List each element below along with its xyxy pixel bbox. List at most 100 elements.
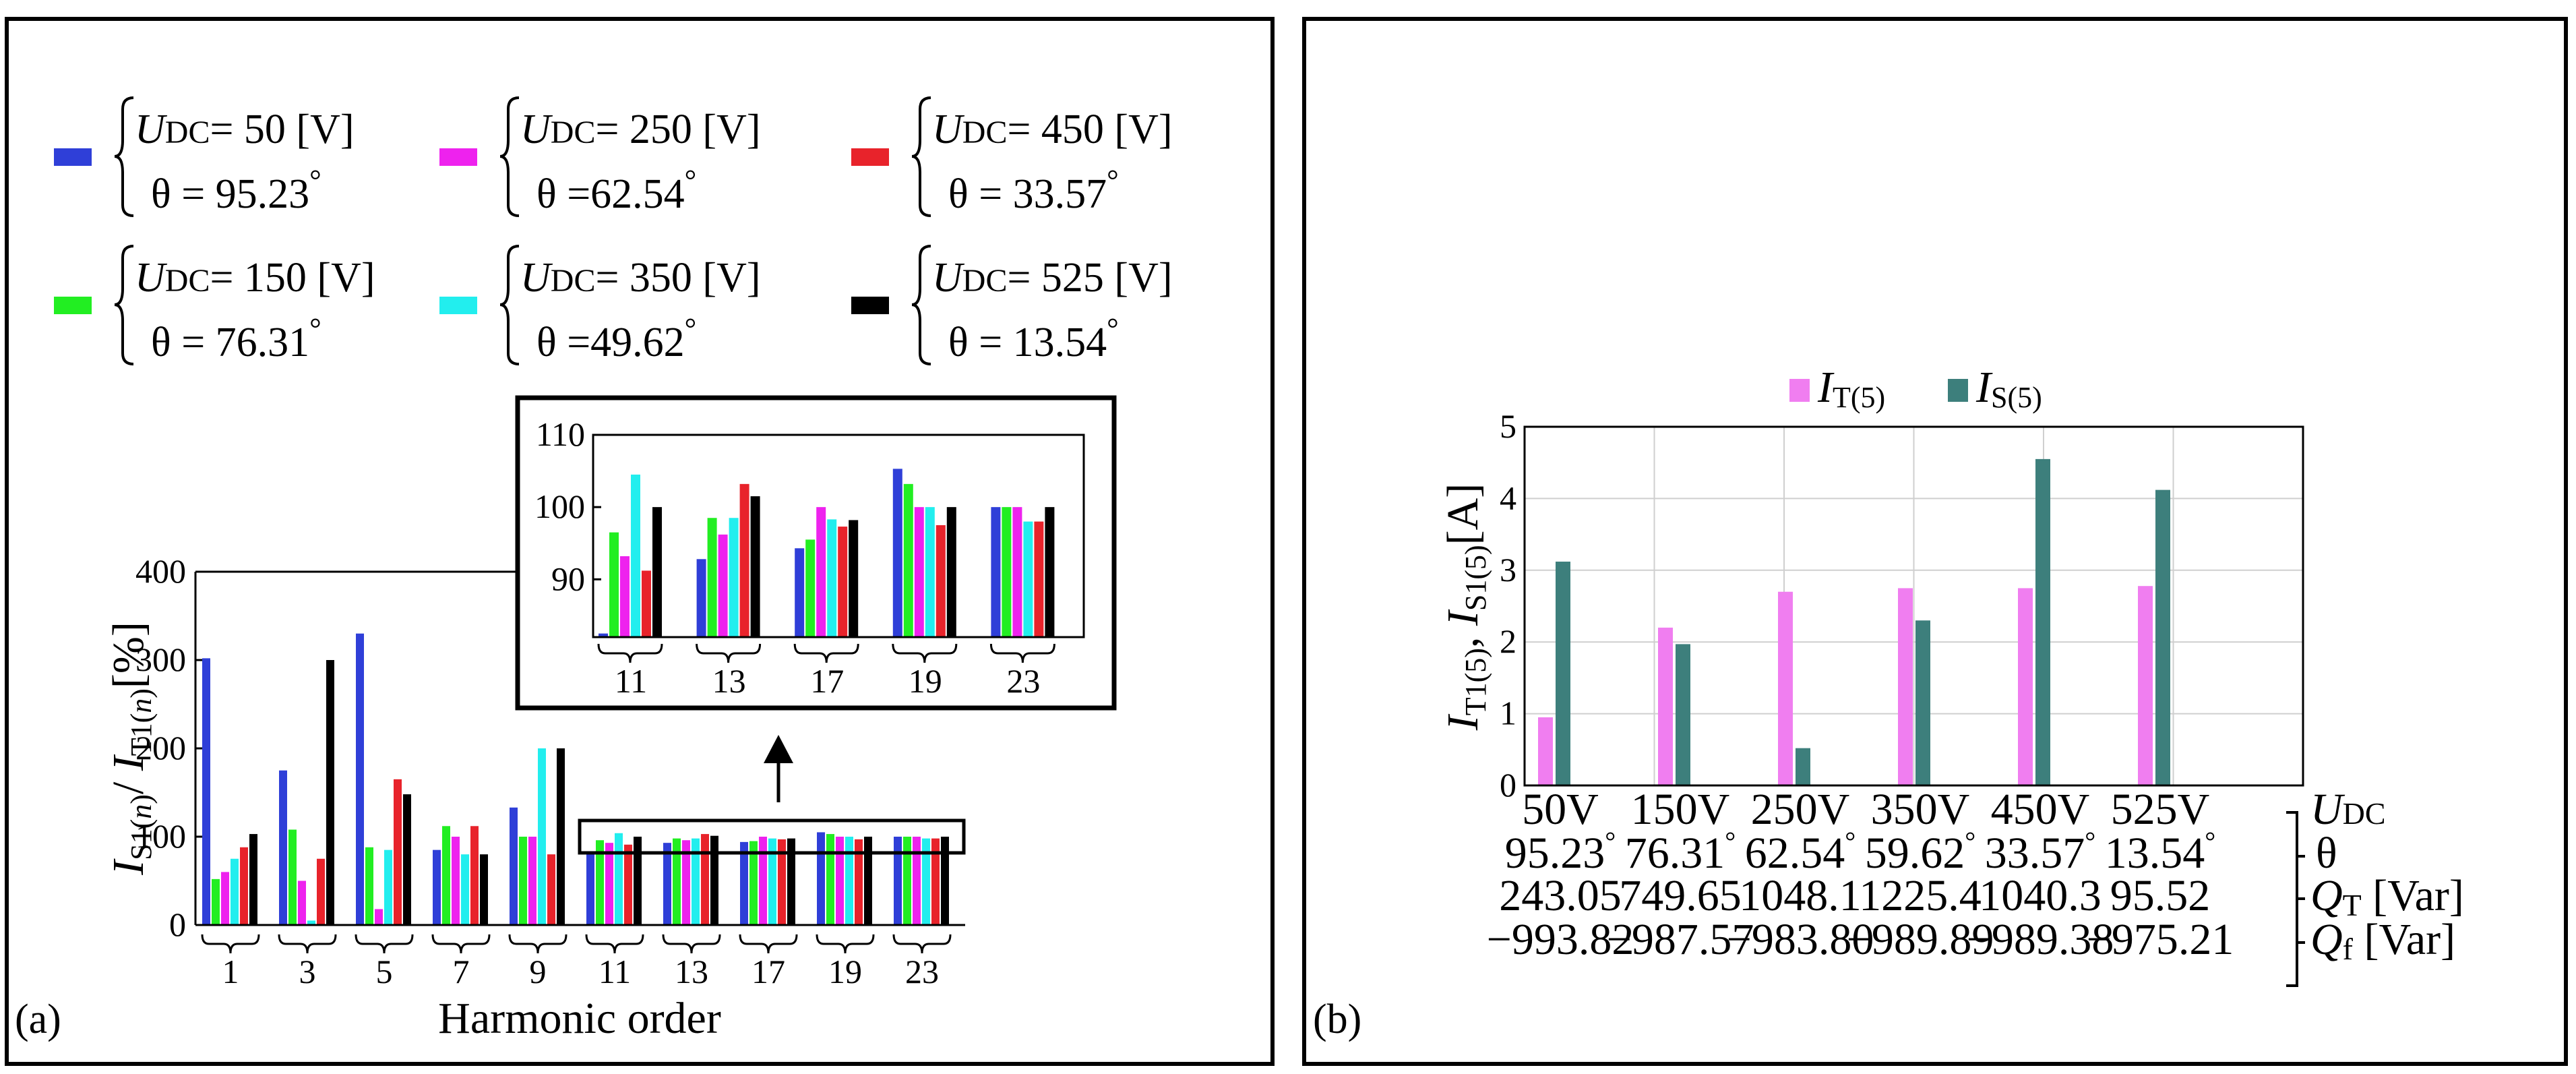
inset-bar-h17-s4 <box>827 519 837 637</box>
legend-350-v-udc: UDC= 350 [V] <box>520 255 761 301</box>
row-label-qf: Qf [Var] <box>2310 915 2455 966</box>
table-theta-3: 62.54° <box>1745 826 1856 878</box>
panel-b-table: 50V 150V 250V 350V 450V 525V 95.23° 76.31° 62.54… <box>1487 785 2234 964</box>
main-bar-h3-s2 <box>288 829 297 925</box>
legend-150-v-theta: θ = 76.31° <box>151 312 321 365</box>
b-bar-450v-is5 <box>2035 458 2050 785</box>
legend-150-v-brace <box>114 245 134 365</box>
main-bar-h17-s5 <box>778 839 786 925</box>
b-ytick-label-5: 5 <box>1500 407 1516 445</box>
main-bar-h13-s6 <box>710 835 718 925</box>
table-qt-2: 749.65 <box>1619 871 1742 920</box>
legend-350-v-brace <box>499 245 520 365</box>
panel-a-label: (a) <box>15 996 61 1042</box>
main-xlabel-13: 13 <box>675 953 708 990</box>
main-bar-h13-s4 <box>692 838 700 925</box>
main-bar-h9-s6 <box>557 748 565 925</box>
legend-50-v-theta: θ = 95.23° <box>151 164 321 217</box>
main-chart-xlabels: 1 3 5 7 9 11 13 17 19 23 <box>201 934 952 990</box>
legend-350-v-theta: θ =49.62° <box>536 312 696 365</box>
table-qt-1: 243.05 <box>1499 871 1622 920</box>
inset-bar-h17-s5 <box>838 527 848 637</box>
zoom-highlight-box <box>578 818 966 855</box>
main-xlabel-19: 19 <box>828 953 862 990</box>
main-bar-h1-s3 <box>221 872 229 925</box>
table-qf-5: −989.38 <box>1967 915 2114 964</box>
legend-250-v-swatch <box>439 148 477 166</box>
main-ytick-label-200: 200 <box>135 729 186 767</box>
legend-525-v-theta: θ = 13.54° <box>948 312 1119 365</box>
table-qt-5: 1040.3 <box>1979 871 2102 920</box>
main-xbrace-5 <box>355 934 414 954</box>
b-ytick-label-3: 3 <box>1500 551 1516 589</box>
inset-bar-h19-s5 <box>936 525 946 637</box>
main-bar-h5-s6 <box>403 794 411 925</box>
main-bar-h11-s6 <box>634 837 642 925</box>
main-bar-h17-s3 <box>759 837 767 925</box>
table-udc-6: 525V <box>2111 785 2210 834</box>
inset-bar-h23-s2 <box>1002 507 1012 637</box>
b-ytick-label-1: 1 <box>1500 694 1516 732</box>
main-bar-h19-s4 <box>845 837 853 925</box>
legend-label-is5: IS(5) <box>1975 363 2042 414</box>
legend-350-v-swatch <box>439 297 477 314</box>
main-bar-h1-s1 <box>202 658 210 925</box>
legend-450-v-theta: θ = 33.57° <box>948 164 1119 217</box>
main-x-axis-title: Harmonic order <box>438 994 721 1043</box>
inset-xlabel-17: 17 <box>810 662 844 700</box>
main-bar-h5-s1 <box>356 633 364 925</box>
b-bar-525v-is5 <box>2155 489 2170 785</box>
inset-chart: 90 100 110 11 13 17 19 23 <box>515 395 1117 711</box>
main-bar-h23-s1 <box>894 837 902 925</box>
table-qf-2: −987.57 <box>1607 915 1754 964</box>
main-bar-h7-s6 <box>480 854 488 925</box>
table-theta-6: 13.54° <box>2105 826 2216 878</box>
inset-bar-h23-s5 <box>1034 521 1044 637</box>
main-xlabel-17: 17 <box>752 953 785 990</box>
main-chart-bars <box>202 633 949 925</box>
inset-bar-h23-s6 <box>1045 507 1055 637</box>
inset-xbrace-23 <box>989 643 1055 663</box>
b-bar-525v-it5 <box>2138 586 2153 785</box>
panel-b-plot-border <box>1523 425 2304 787</box>
main-bar-h19-s5 <box>855 839 863 925</box>
main-bar-h7-s3 <box>452 837 460 925</box>
inset-bar-h19-s6 <box>946 507 956 637</box>
main-bar-h11-s1 <box>586 852 594 925</box>
main-xbrace-13 <box>662 934 721 954</box>
inset-bar-h17-s2 <box>805 539 816 637</box>
inset-bar-h17-s3 <box>816 507 826 637</box>
main-bar-h3-s4 <box>307 920 315 925</box>
table-theta-5: 33.57° <box>1985 826 2096 878</box>
inset-xlabel-13: 13 <box>712 662 746 700</box>
inset-bar-h11-s5 <box>642 570 651 637</box>
inset-bar-h19-s1 <box>892 469 902 637</box>
main-xlabel-9: 9 <box>530 953 547 990</box>
legend-450-v-swatch <box>851 148 889 166</box>
main-bar-h11-s2 <box>596 840 604 925</box>
main-bar-h7-s1 <box>433 849 441 925</box>
inset-bar-h11-s4 <box>631 474 640 637</box>
inset-bar-h23-s4 <box>1023 521 1033 637</box>
main-bar-h11-s3 <box>605 843 613 925</box>
main-bar-h17-s6 <box>787 838 795 925</box>
legend-525-v-swatch <box>851 297 889 314</box>
panel-b-chart: IT(5) IS(5) 0 1 2 3 4 5 IT1(5), IS1(5)[A] 50V… <box>1438 363 2464 987</box>
panel-b-label: (b) <box>1313 996 1361 1042</box>
inset-bar-h13-s3 <box>718 534 728 637</box>
main-bar-h13-s2 <box>673 838 681 925</box>
inset-bar-h13-s1 <box>696 559 706 637</box>
main-xbrace-11 <box>585 934 644 954</box>
inset-bar-h11-s2 <box>609 532 619 637</box>
main-ytick-label-0: 0 <box>169 905 186 943</box>
panel-b-yticks: 0 1 2 3 4 5 <box>1500 407 1516 804</box>
main-bar-h23-s6 <box>941 837 949 925</box>
main-bar-h7-s2 <box>442 826 450 925</box>
table-udc-3: 250V <box>1751 785 1850 834</box>
legend-150-v-swatch <box>54 297 92 314</box>
inset-bar-h13-s4 <box>729 518 739 637</box>
b-bar-50v-it5 <box>1538 717 1553 785</box>
inset-xlabel-19: 19 <box>909 662 942 700</box>
table-theta-4: 59.62° <box>1865 826 1976 878</box>
main-chart-ticks: 0 100 200 300 400 <box>135 552 204 943</box>
